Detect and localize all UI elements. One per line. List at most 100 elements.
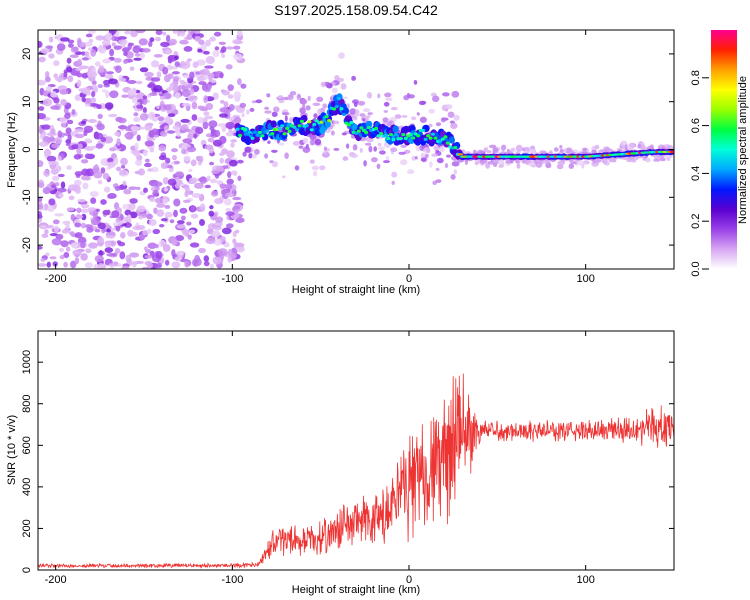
spectrogram-cell	[45, 252, 50, 257]
spectrogram-cell	[159, 224, 165, 228]
spectrogram-cell	[87, 119, 97, 123]
spectrogram-cell	[253, 135, 260, 143]
y-tick-label: -20	[21, 237, 33, 253]
spectrogram-cell	[100, 167, 106, 174]
spectrogram-cell	[215, 216, 224, 223]
spectrogram-cell	[204, 144, 214, 150]
spectrogram-cell	[38, 79, 46, 86]
spectrogram-cell	[197, 177, 207, 182]
spectrogram-cell	[211, 230, 221, 238]
spectrogram-cell	[195, 126, 204, 135]
spectrogram-cell	[156, 209, 165, 217]
x-tick-label: -100	[221, 574, 243, 586]
spectrogram-cell	[189, 88, 195, 95]
spectrogram-cell	[109, 30, 117, 35]
spectrogram-cell	[132, 45, 141, 54]
spectrogram-cell	[59, 40, 64, 44]
x-tick-label: 0	[406, 273, 412, 285]
y-tick-label: -10	[21, 189, 33, 205]
spectrogram-cell	[221, 227, 232, 235]
spectrogram-cell	[296, 94, 302, 101]
spectrogram-cell	[162, 31, 167, 36]
spectrogram-cell	[245, 137, 252, 146]
spectrogram-cell	[352, 99, 359, 105]
spectrogram-cell	[226, 178, 234, 185]
spectrogram-cell	[84, 138, 92, 142]
spectrogram-cell	[260, 134, 265, 138]
spectrogram-cell	[529, 148, 536, 155]
spectrogram-cell	[162, 177, 169, 185]
spectrogram-cell	[100, 199, 107, 205]
spectrogram-cell	[298, 145, 304, 149]
spectrogram-cell	[669, 150, 674, 154]
spectrogram-cell	[307, 120, 312, 124]
spectrogram-cell	[302, 103, 306, 109]
spectrogram-cell	[129, 211, 138, 219]
spectrogram-cell	[144, 71, 154, 78]
snr-y-ticks: 0 200 400 600 800 1000	[21, 350, 674, 573]
spectrogram-cell	[264, 153, 268, 159]
spectrogram-cell	[219, 72, 224, 79]
spectrogram-cell	[50, 184, 57, 189]
spectrogram-cell	[164, 211, 173, 218]
spectrogram-cell	[97, 236, 105, 243]
spectrogram-cell	[59, 89, 69, 95]
spectrogram-cell	[442, 92, 450, 97]
spectrogram-cell	[133, 112, 139, 117]
spectrogram-cell	[77, 143, 83, 150]
snr-y-label: SNR (10 * v/v)	[6, 415, 18, 485]
x-tick-label: -200	[45, 273, 67, 285]
spectrogram-cell	[49, 136, 55, 142]
spectrogram-cell	[119, 169, 127, 176]
spectrogram-cell	[321, 108, 326, 113]
spectrogram-cell	[38, 106, 45, 111]
spectrogram-cell	[77, 37, 82, 45]
spectrogram-cell	[236, 159, 244, 164]
spectrogram-cell	[238, 133, 243, 138]
spectrogram-cell	[487, 160, 495, 165]
spectrogram-cell	[209, 36, 216, 42]
x-tick-label: -200	[45, 574, 67, 586]
spectrogram-cell	[142, 149, 148, 157]
spectrogram-cell	[94, 229, 101, 233]
spectrogram-cell	[105, 240, 112, 249]
spectrogram-cell	[81, 72, 89, 79]
spectrogram-cell	[278, 142, 285, 146]
spectrogram-cell	[180, 30, 186, 37]
spectrogram-cell	[85, 248, 92, 254]
spectrogram-cell	[204, 184, 211, 189]
spectrogram-cell	[171, 71, 180, 75]
spectrogram-cell	[38, 204, 44, 210]
spectrogram-cell	[282, 175, 286, 179]
spectrogram-cell	[436, 157, 444, 164]
y-tick-label: 10	[21, 96, 33, 108]
spectrogram-cell	[150, 77, 161, 82]
spectrogram-cell	[223, 198, 232, 206]
spectrogram-cell	[141, 266, 150, 269]
spectrogram-cell	[129, 198, 138, 204]
spectrogram-cell	[457, 153, 464, 156]
spectrogram-cell	[351, 75, 356, 81]
spectrogram-cell	[196, 75, 203, 81]
spectrogram-cell	[98, 263, 104, 268]
spectrogram-cell	[48, 161, 57, 166]
spectrogram-cell	[429, 161, 433, 168]
y-tick-label: 200	[21, 519, 33, 537]
spectrogram-cell	[122, 180, 127, 186]
spectrogram-cell	[225, 131, 234, 137]
spectrogram-cell	[139, 233, 146, 240]
spectrogram-cell	[209, 263, 214, 269]
spectrogram-cell	[199, 155, 204, 163]
spectrogram-cell	[354, 131, 359, 135]
spectrogram-cell	[114, 36, 120, 42]
spectrogram-cell	[70, 213, 76, 222]
spectrogram-cell	[435, 179, 442, 184]
spectrogram-cell	[206, 175, 211, 180]
spectrogram-cell	[74, 171, 84, 176]
spectrogram-cell	[327, 119, 332, 123]
spectrogram-cell	[127, 88, 136, 96]
spectrogram-cell	[108, 263, 118, 267]
spectrogram-cell	[391, 180, 395, 185]
spectrogram-cell	[88, 30, 96, 35]
